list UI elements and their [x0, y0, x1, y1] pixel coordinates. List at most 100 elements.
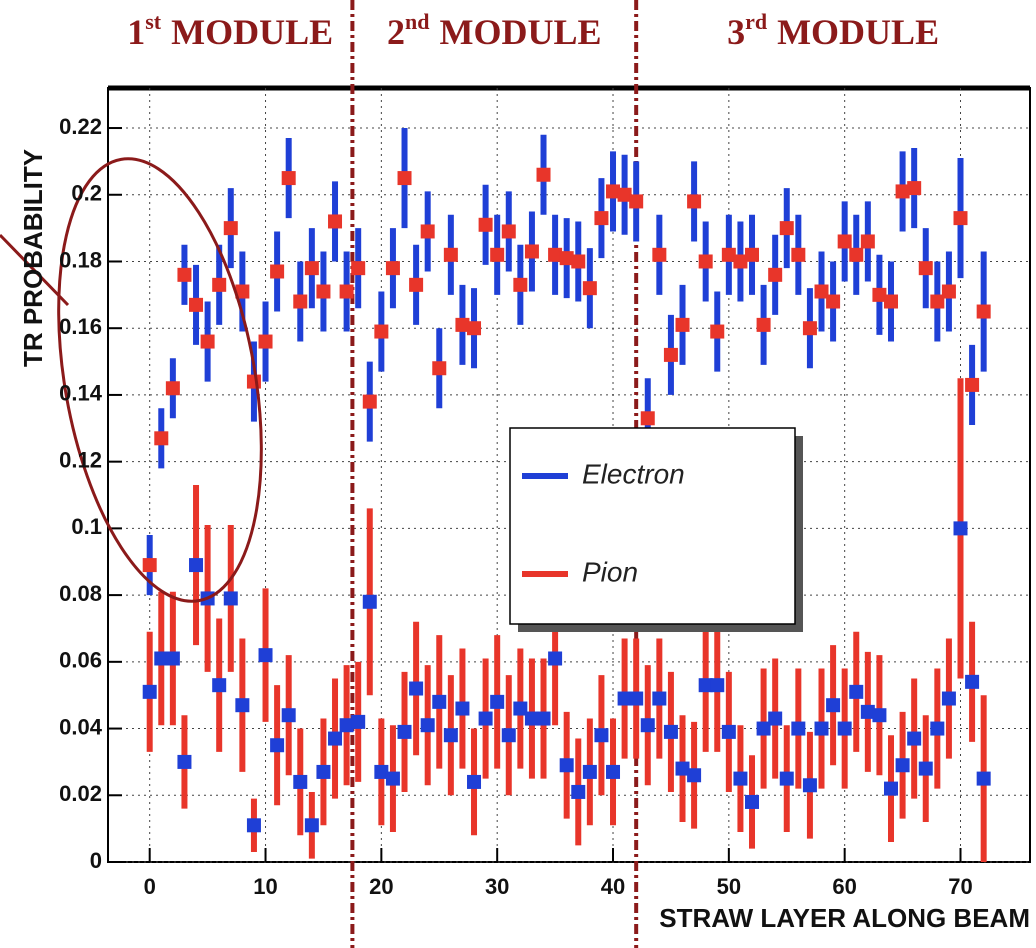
data-point — [860, 234, 875, 249]
data-point — [374, 324, 389, 339]
module-word: MODULE — [171, 12, 333, 52]
data-point — [756, 317, 771, 332]
data-point — [606, 184, 621, 199]
data-point — [385, 771, 400, 786]
data-point — [826, 698, 841, 713]
data-point — [339, 718, 354, 733]
data-point — [351, 714, 366, 729]
data-point — [293, 774, 308, 789]
data-point — [849, 247, 864, 262]
data-point — [328, 731, 343, 746]
data-point — [617, 691, 632, 706]
data-point — [455, 701, 470, 716]
data-point — [351, 261, 366, 276]
data-point — [837, 721, 852, 736]
data-point — [640, 411, 655, 426]
data-point — [640, 718, 655, 733]
data-point — [432, 361, 447, 376]
data-point — [235, 284, 250, 299]
data-point — [953, 211, 968, 226]
data-point — [177, 267, 192, 282]
data-point — [965, 674, 980, 689]
data-point — [304, 261, 319, 276]
data-point — [849, 684, 864, 699]
data-point — [490, 247, 505, 262]
module-suffix: rd — [745, 9, 767, 34]
y-axis-label: TR PROBABILITY — [18, 149, 48, 367]
x-tick-label: 50 — [717, 874, 741, 899]
data-point — [745, 794, 760, 809]
data-point — [409, 277, 424, 292]
data-point — [710, 324, 725, 339]
data-point — [663, 724, 678, 739]
data-point — [629, 691, 644, 706]
data-point — [316, 284, 331, 299]
x-axis-label: STRAW LAYER ALONG BEAM — [659, 903, 1030, 933]
x-tick-label: 30 — [485, 874, 509, 899]
module-word: MODULE — [777, 12, 939, 52]
data-point — [721, 247, 736, 262]
data-point — [548, 247, 563, 262]
data-point — [478, 217, 493, 232]
data-point — [826, 294, 841, 309]
data-point — [258, 648, 273, 663]
data-point — [802, 321, 817, 336]
data-point — [571, 254, 586, 269]
data-point — [328, 214, 343, 229]
data-point — [698, 254, 713, 269]
data-point — [165, 381, 180, 396]
data-point — [559, 758, 574, 773]
data-point — [223, 591, 238, 606]
data-point — [246, 818, 261, 833]
data-point — [941, 284, 956, 299]
module-suffix: nd — [405, 9, 429, 34]
data-point — [478, 711, 493, 726]
data-point — [501, 224, 516, 239]
data-point — [536, 167, 551, 182]
data-point — [768, 711, 783, 726]
data-point — [918, 761, 933, 776]
data-point — [385, 261, 400, 276]
highlight-ellipse — [57, 157, 263, 603]
data-point — [374, 764, 389, 779]
legend-label: Electron — [582, 458, 685, 489]
y-tick-label: 0.08 — [59, 581, 102, 606]
data-point — [652, 247, 667, 262]
data-point — [594, 211, 609, 226]
data-point — [582, 764, 597, 779]
data-point — [791, 721, 806, 736]
data-point — [397, 171, 412, 186]
data-point — [710, 678, 725, 693]
data-point — [884, 781, 899, 796]
data-point — [675, 761, 690, 776]
y-tick-label: 0.2 — [71, 181, 102, 206]
data-point — [698, 678, 713, 693]
data-point — [246, 374, 261, 389]
data-point — [212, 277, 227, 292]
y-tick-label: 0.02 — [59, 781, 102, 806]
y-tick-label: 0.06 — [59, 648, 102, 673]
data-point — [548, 651, 563, 666]
data-point — [606, 764, 621, 779]
data-point — [745, 247, 760, 262]
plot-layer — [142, 0, 991, 948]
module-label: 2nd MODULE — [387, 9, 601, 52]
data-point — [420, 224, 435, 239]
y-tick-label: 0.14 — [59, 381, 103, 406]
data-point — [397, 724, 412, 739]
annotation-pointer — [0, 233, 70, 307]
x-tick-label: 70 — [948, 874, 972, 899]
data-point — [142, 684, 157, 699]
data-point — [339, 284, 354, 299]
data-point — [895, 184, 910, 199]
data-point — [189, 297, 204, 312]
data-point — [467, 774, 482, 789]
y-tick-label: 0.18 — [59, 247, 102, 272]
data-point — [362, 394, 377, 409]
data-point — [687, 194, 702, 209]
data-point — [443, 728, 458, 743]
data-point — [571, 784, 586, 799]
data-point — [513, 277, 528, 292]
data-point — [814, 284, 829, 299]
